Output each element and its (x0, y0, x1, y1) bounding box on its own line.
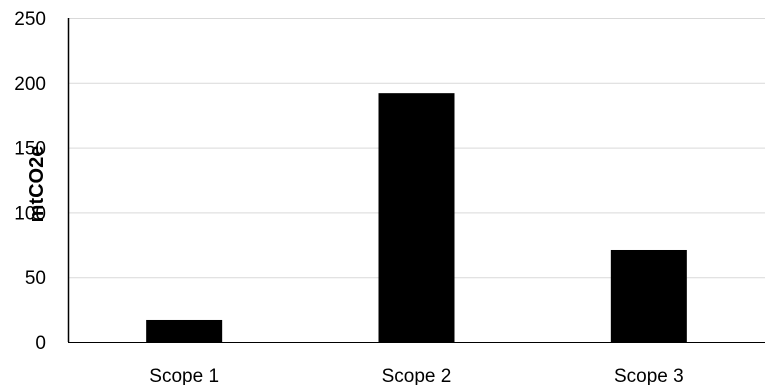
y-axis-title: mtCO2e (26, 146, 48, 223)
y-tick-label: 50 (25, 268, 46, 289)
x-tick-label: Scope 1 (149, 366, 219, 385)
y-tick-label: 150 (14, 139, 46, 160)
x-tick-label: Scope 3 (614, 366, 684, 385)
axes (67, 18, 765, 343)
bar-scope-1 (146, 319, 223, 342)
bars (146, 93, 687, 342)
y-tick-label: 250 (14, 9, 46, 30)
y-tick-label: 100 (14, 203, 46, 224)
x-tick-labels: Scope 1 Scope 2 Scope 3 (149, 366, 683, 385)
y-tick-labels: 0 50 100 150 200 250 (14, 9, 46, 354)
bar-scope-3 (610, 249, 687, 342)
y-tick-label: 200 (14, 74, 46, 95)
x-tick-label: Scope 2 (382, 366, 452, 385)
y-tick-label: 0 (35, 333, 46, 354)
bar-scope-2 (378, 93, 455, 342)
